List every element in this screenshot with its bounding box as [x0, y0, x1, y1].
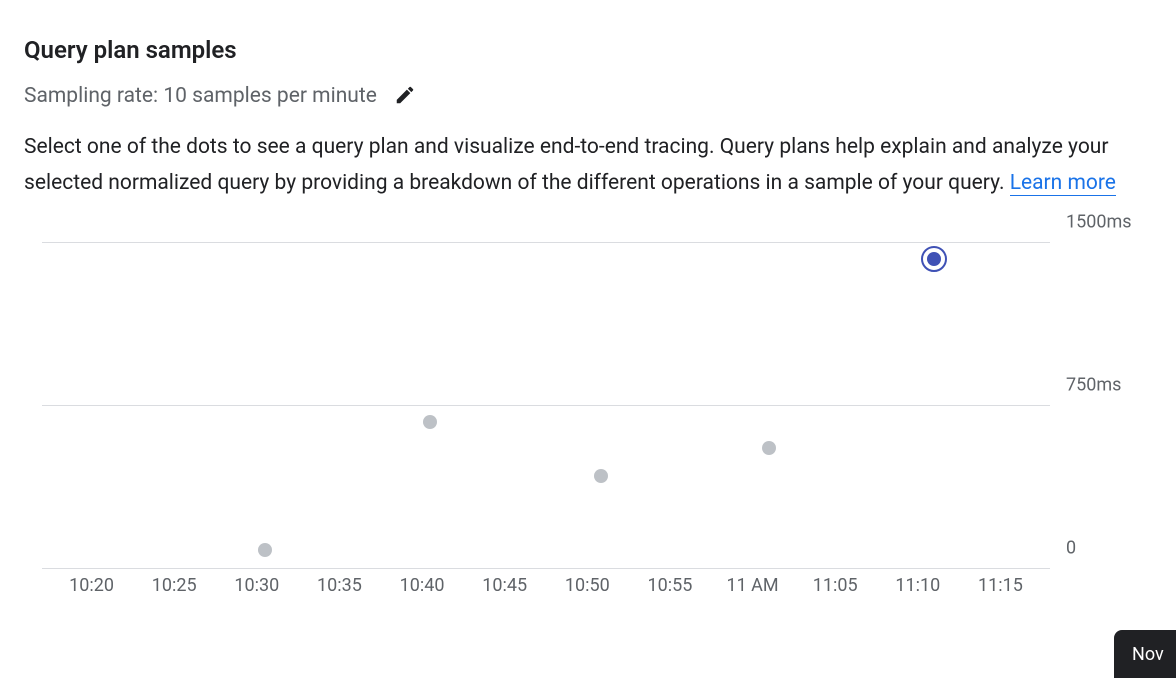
- chart-plot-area[interactable]: 1500ms750ms0: [42, 243, 1050, 569]
- chart-x-tick-label: 11:15: [978, 575, 1023, 596]
- chart-x-tick-label: 10:30: [234, 575, 279, 596]
- chart-x-tick-label: 10:25: [152, 575, 197, 596]
- sample-dot[interactable]: [762, 441, 776, 455]
- pencil-icon: [394, 84, 416, 109]
- section-description: Select one of the dots to see a query pl…: [24, 130, 1144, 201]
- learn-more-link[interactable]: Learn more: [1010, 171, 1116, 196]
- chart-x-tick-label: 10:45: [482, 575, 527, 596]
- chart-y-tick-label: 1500ms: [1066, 212, 1132, 233]
- chart-x-tick-label: 10:40: [400, 575, 445, 596]
- chart-gridline: [42, 568, 1050, 569]
- sample-dot-selected[interactable]: [927, 252, 941, 266]
- floating-date-label: Nov: [1132, 644, 1164, 665]
- sampling-rate-row: Sampling rate: 10 samples per minute: [24, 82, 1152, 110]
- chart-y-tick-label: 0: [1066, 538, 1076, 559]
- chart-x-axis: 10:20 10:25 10:30 10:35 10:40 10:45 10:50 10:55…: [42, 575, 1050, 605]
- sampling-rate-label: Sampling rate: 10 samples per minute: [24, 84, 377, 108]
- chart-x-tick-label: 10:50: [565, 575, 610, 596]
- chart-x-tick-label: 10:35: [317, 575, 362, 596]
- chart-x-tick-label: 11:10: [895, 575, 940, 596]
- chart-gridline: [42, 405, 1050, 406]
- chart-x-tick-label: 10:20: [69, 575, 114, 596]
- floating-date-button[interactable]: Nov: [1114, 630, 1176, 678]
- chart-x-tick-label: 11:05: [813, 575, 858, 596]
- description-text: Select one of the dots to see a query pl…: [24, 135, 1108, 195]
- chart-x-tick-label: 10:55: [648, 575, 693, 596]
- section-title: Query plan samples: [24, 36, 1152, 64]
- sample-dot[interactable]: [423, 415, 437, 429]
- sample-dot[interactable]: [258, 543, 272, 557]
- sample-dot[interactable]: [594, 469, 608, 483]
- chart-y-tick-label: 750ms: [1066, 375, 1121, 396]
- query-plan-chart: 1500ms750ms0 10:2010:2510:3010:3510:4010…: [42, 243, 1074, 605]
- chart-gridline: [42, 242, 1050, 243]
- edit-sampling-rate-button[interactable]: [391, 82, 419, 110]
- chart-x-tick-label: 11 AM: [726, 575, 778, 596]
